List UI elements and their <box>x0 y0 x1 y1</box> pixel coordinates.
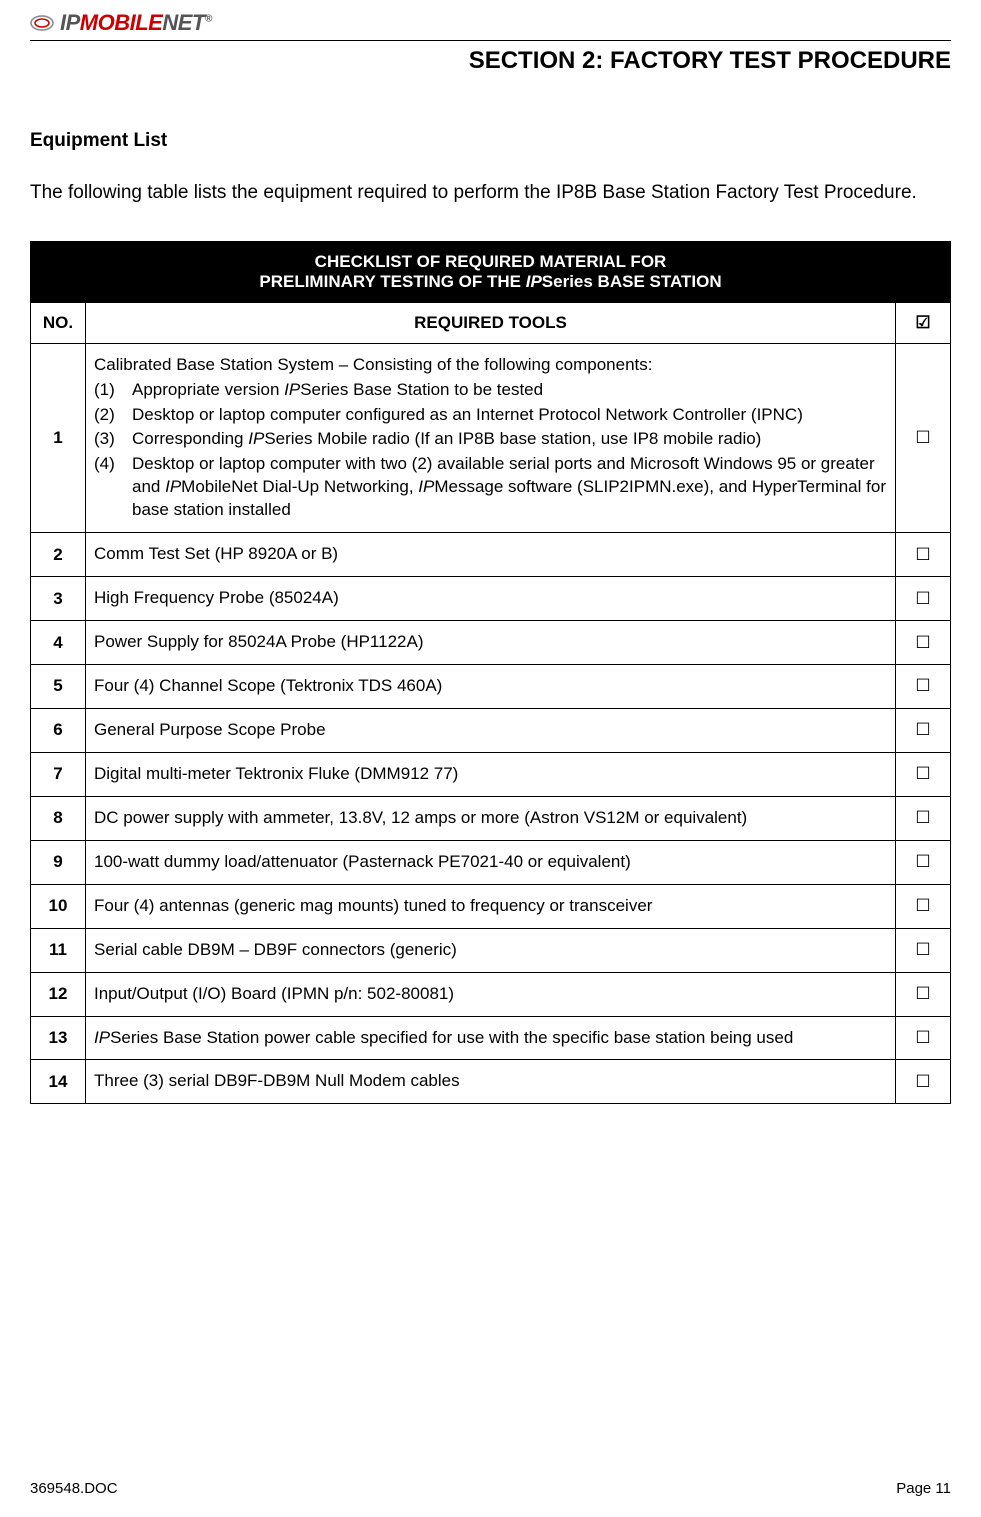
table-banner: CHECKLIST OF REQUIRED MATERIAL FOR PRELI… <box>31 241 951 302</box>
row-no: 7 <box>31 752 86 796</box>
header-rule <box>30 40 951 41</box>
col-no: NO. <box>31 302 86 343</box>
row-tool: Four (4) Channel Scope (Tektronix TDS 46… <box>86 665 896 709</box>
row-check[interactable]: ☐ <box>895 840 950 884</box>
logo-sub: ® <box>205 14 212 25</box>
table-row: 9100-watt dummy load/attenuator (Pastern… <box>31 840 951 884</box>
section-title: SECTION 2: FACTORY TEST PROCEDURE <box>30 47 951 75</box>
table-row: 10Four (4) antennas (generic mag mounts)… <box>31 884 951 928</box>
row-tool: Three (3) serial DB9F-DB9M Null Modem ca… <box>86 1060 896 1104</box>
row-check[interactable]: ☐ <box>895 752 950 796</box>
row-check[interactable]: ☐ <box>895 796 950 840</box>
row-check[interactable]: ☐ <box>895 533 950 577</box>
row-check[interactable]: ☐ <box>895 577 950 621</box>
table-row: 8DC power supply with ammeter, 13.8V, 12… <box>31 796 951 840</box>
row1-item-1: (1)Appropriate version IPSeries Base Sta… <box>94 379 887 402</box>
table-row: 1 Calibrated Base Station System – Consi… <box>31 343 951 533</box>
row-check[interactable]: ☐ <box>895 1060 950 1104</box>
row-check[interactable]: ☐ <box>895 1016 950 1060</box>
banner-line1: CHECKLIST OF REQUIRED MATERIAL FOR <box>39 252 942 272</box>
row-no: 10 <box>31 884 86 928</box>
row-no: 3 <box>31 577 86 621</box>
row-tool: DC power supply with ammeter, 13.8V, 12 … <box>86 796 896 840</box>
row-check[interactable]: ☐ <box>895 928 950 972</box>
row-tool: Input/Output (I/O) Board (IPMN p/n: 502-… <box>86 972 896 1016</box>
table-row: 4Power Supply for 85024A Probe (HP1122A)… <box>31 621 951 665</box>
row-no: 5 <box>31 665 86 709</box>
row-tool: High Frequency Probe (85024A) <box>86 577 896 621</box>
row-no: 1 <box>31 343 86 533</box>
banner-ital: IP <box>526 272 542 291</box>
row-check[interactable]: ☐ <box>895 884 950 928</box>
row-no: 9 <box>31 840 86 884</box>
table-row: 5Four (4) Channel Scope (Tektronix TDS 4… <box>31 665 951 709</box>
table-header-row: NO. REQUIRED TOOLS ☑ <box>31 302 951 343</box>
row-check[interactable]: ☐ <box>895 343 950 533</box>
row-check[interactable]: ☐ <box>895 665 950 709</box>
logo-ip: IP <box>60 10 80 35</box>
checklist-table: CHECKLIST OF REQUIRED MATERIAL FOR PRELI… <box>30 241 951 1105</box>
logo-text: IPMOBILENET® <box>60 10 212 36</box>
row-no: 11 <box>31 928 86 972</box>
row1-item-3: (3)Corresponding IPSeries Mobile radio (… <box>94 428 887 451</box>
row-check[interactable]: ☐ <box>895 621 950 665</box>
logo-net: NET <box>162 10 205 35</box>
row-no: 2 <box>31 533 86 577</box>
footer-page: Page 11 <box>896 1480 951 1497</box>
row-no: 4 <box>31 621 86 665</box>
footer-doc: 369548.DOC <box>30 1480 118 1497</box>
row-tool: General Purpose Scope Probe <box>86 708 896 752</box>
table-row: 13IPSeries Base Station power cable spec… <box>31 1016 951 1060</box>
row-no: 6 <box>31 708 86 752</box>
row1-intro: Calibrated Base Station System – Consist… <box>94 354 887 377</box>
row1-item-2: (2)Desktop or laptop computer configured… <box>94 404 887 427</box>
equipment-list-heading: Equipment List <box>30 130 951 152</box>
row-tool: Serial cable DB9M – DB9F connectors (gen… <box>86 928 896 972</box>
logo-icon <box>30 14 54 32</box>
banner-post: Series BASE STATION <box>542 272 722 291</box>
col-tools: REQUIRED TOOLS <box>86 302 896 343</box>
table-row: 2Comm Test Set (HP 8920A or B)☐ <box>31 533 951 577</box>
table-row: 3High Frequency Probe (85024A)☐ <box>31 577 951 621</box>
col-check: ☑ <box>895 302 950 343</box>
logo-mobile: MOBILE <box>80 10 163 35</box>
row-no: 14 <box>31 1060 86 1104</box>
intro-text: The following table lists the equipment … <box>30 180 951 206</box>
row-no: 13 <box>31 1016 86 1060</box>
table-row: 12Input/Output (I/O) Board (IPMN p/n: 50… <box>31 972 951 1016</box>
row-tool: IPSeries Base Station power cable specif… <box>86 1016 896 1060</box>
table-banner-row: CHECKLIST OF REQUIRED MATERIAL FOR PRELI… <box>31 241 951 302</box>
row-tool: Comm Test Set (HP 8920A or B) <box>86 533 896 577</box>
row1-item-4: (4)Desktop or laptop computer with two (… <box>94 453 887 522</box>
row-no: 12 <box>31 972 86 1016</box>
row-tool: Calibrated Base Station System – Consist… <box>86 343 896 533</box>
row-tool: Four (4) antennas (generic mag mounts) t… <box>86 884 896 928</box>
table-row: 11Serial cable DB9M – DB9F connectors (g… <box>31 928 951 972</box>
row-tool: 100-watt dummy load/attenuator (Pasterna… <box>86 840 896 884</box>
table-row: 14Three (3) serial DB9F-DB9M Null Modem … <box>31 1060 951 1104</box>
row-no: 8 <box>31 796 86 840</box>
footer: 369548.DOC Page 11 <box>30 1474 951 1497</box>
row-check[interactable]: ☐ <box>895 708 950 752</box>
banner-pre: PRELIMINARY TESTING OF THE <box>259 272 525 291</box>
row-tool: Power Supply for 85024A Probe (HP1122A) <box>86 621 896 665</box>
logo: IPMOBILENET® <box>30 10 951 36</box>
banner-line2: PRELIMINARY TESTING OF THE IPSeries BASE… <box>39 272 942 292</box>
table-row: 6General Purpose Scope Probe☐ <box>31 708 951 752</box>
row-check[interactable]: ☐ <box>895 972 950 1016</box>
table-row: 7Digital multi-meter Tektronix Fluke (DM… <box>31 752 951 796</box>
row-tool: Digital multi-meter Tektronix Fluke (DMM… <box>86 752 896 796</box>
